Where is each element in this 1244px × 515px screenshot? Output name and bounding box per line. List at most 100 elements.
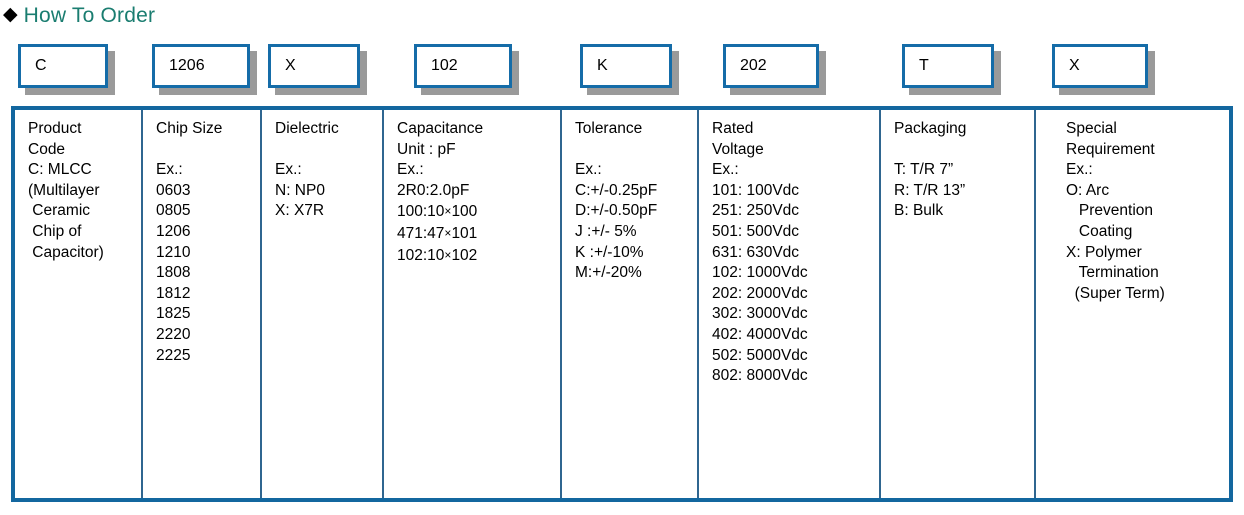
column-line: Ceramic xyxy=(28,202,91,220)
page-title: ◆ How To Order xyxy=(0,0,155,30)
column-heading: Dielectric xyxy=(275,120,339,137)
column-heading: Rated xyxy=(712,120,754,137)
column-heading: Product xyxy=(28,120,82,137)
column-line: Chip of xyxy=(28,222,82,240)
column-line: 1812 xyxy=(156,284,191,302)
column-line: D:+/-0.50pF xyxy=(575,202,658,220)
table-column-capacitance: Capacitance Unit : pF Ex.: 2R0:2.0pF 100:10×… xyxy=(384,110,562,498)
column-line: 502: 5000Vdc xyxy=(712,346,808,364)
column-line: 0603 xyxy=(156,181,191,199)
column-line: Unit : pF xyxy=(397,140,456,158)
column-content: Special Requirement Ex.: O: Arc Prevention … xyxy=(1036,119,1229,304)
column-line: 471:47×101 xyxy=(397,224,478,242)
column-line: Ex.: xyxy=(397,161,424,179)
column-line: (Super Term) xyxy=(1066,284,1165,302)
column-line: J :+/- 5% xyxy=(575,222,637,240)
code-box-label: X xyxy=(1069,57,1080,74)
column-line: 202: 2000Vdc xyxy=(712,284,808,302)
column-line: 102:10×102 xyxy=(397,246,478,264)
column-line: Prevention xyxy=(1066,202,1154,220)
column-line: 302: 3000Vdc xyxy=(712,305,808,323)
code-box-tolerance[interactable]: K xyxy=(580,44,672,88)
column-line: 2225 xyxy=(156,346,191,364)
code-box-label: 1206 xyxy=(169,57,205,74)
column-line: 1206 xyxy=(156,222,191,240)
column-line: 802: 8000Vdc xyxy=(712,367,808,385)
column-line: X: X7R xyxy=(275,202,325,220)
table-column-tolerance: Tolerance Ex.: C:+/-0.25pF D:+/-0.50pF J :+… xyxy=(562,110,699,498)
column-line: 402: 4000Vdc xyxy=(712,325,808,343)
column-line: Ex.: xyxy=(1066,161,1093,179)
column-line: 251: 250Vdc xyxy=(712,202,800,220)
column-line: N: NP0 xyxy=(275,181,325,199)
column-line: T: T/R 7” xyxy=(894,161,954,179)
column-line: 1210 xyxy=(156,243,191,261)
column-heading: Capacitance xyxy=(397,120,484,137)
column-heading: Tolerance xyxy=(575,120,643,137)
code-box-special-requirement[interactable]: X xyxy=(1052,44,1148,88)
column-line: C: MLCC xyxy=(28,161,92,179)
table-column-packaging: Packaging T: T/R 7” R: T/R 13” B: Bulk xyxy=(881,110,1036,498)
how-to-order-table: Product Code C: MLCC (Multilayer Ceramic Ch… xyxy=(11,106,1233,502)
column-line: Termination xyxy=(1066,264,1159,282)
code-box-label: 202 xyxy=(740,57,767,74)
column-content: Product Code C: MLCC (Multilayer Ceramic Ch… xyxy=(15,119,141,263)
page-title-text: How To Order xyxy=(23,3,156,27)
column-content: Rated Voltage Ex.: 101: 100Vdc 251: 250Vdc 50… xyxy=(699,119,879,387)
column-line: B: Bulk xyxy=(894,202,944,220)
column-line: 1808 xyxy=(156,264,191,282)
code-box-label: T xyxy=(919,57,929,74)
code-box-label: K xyxy=(597,57,608,74)
column-line xyxy=(894,140,1030,161)
column-line: 501: 500Vdc xyxy=(712,222,800,240)
column-line: Ex.: xyxy=(712,161,739,179)
column-line: 0805 xyxy=(156,202,191,220)
column-line: 102: 1000Vdc xyxy=(712,264,808,282)
code-box-capacitance[interactable]: 102 xyxy=(414,44,512,88)
code-box-rated-voltage[interactable]: 202 xyxy=(723,44,819,88)
code-box-label: C xyxy=(35,57,47,74)
column-line: O: Arc xyxy=(1066,181,1110,199)
column-line: R: T/R 13” xyxy=(894,181,966,199)
column-line: Ex.: xyxy=(575,161,602,179)
column-line: 100:10×100 xyxy=(397,203,478,221)
column-content: Packaging T: T/R 7” R: T/R 13” B: Bulk xyxy=(881,119,1034,222)
table-column-special-requirement: Special Requirement Ex.: O: Arc Prevention … xyxy=(1036,110,1229,498)
column-line: C:+/-0.25pF xyxy=(575,181,658,199)
column-line xyxy=(575,140,693,161)
table-column-chip-size: Chip Size Ex.: 0603 0805 1206 1210 1808 1812 18… xyxy=(143,110,262,498)
part-number-code-boxes: C 1206 X 102 K 202 T X xyxy=(0,44,1244,100)
column-content: Tolerance Ex.: C:+/-0.25pF D:+/-0.50pF J :+… xyxy=(562,119,697,284)
column-content: Capacitance Unit : pF Ex.: 2R0:2.0pF 100:10×… xyxy=(384,119,560,266)
column-line: Ex.: xyxy=(275,161,302,179)
column-line: Requirement xyxy=(1066,140,1155,158)
column-line: (Multilayer xyxy=(28,181,100,199)
column-content: Dielectric Ex.: N: NP0 X: X7R xyxy=(262,119,382,222)
code-box-dielectric[interactable]: X xyxy=(268,44,360,88)
column-line: Coating xyxy=(1066,222,1133,240)
multiplication-sign: × xyxy=(444,247,452,262)
column-line: Ex.: xyxy=(156,161,183,179)
table-column-rated-voltage: Rated Voltage Ex.: 101: 100Vdc 251: 250Vdc 50… xyxy=(699,110,881,498)
column-line: 2R0:2.0pF xyxy=(397,181,470,199)
column-heading: Packaging xyxy=(894,120,967,137)
code-box-label: X xyxy=(285,57,296,74)
column-line: 2220 xyxy=(156,325,191,343)
column-line: 631: 630Vdc xyxy=(712,243,800,261)
column-line: 1825 xyxy=(156,305,191,323)
multiplication-sign: × xyxy=(444,225,452,240)
code-box-chip-size[interactable]: 1206 xyxy=(152,44,250,88)
column-line: 101: 100Vdc xyxy=(712,181,800,199)
column-line: Code xyxy=(28,140,66,158)
code-box-packaging[interactable]: T xyxy=(902,44,994,88)
code-box-product-code[interactable]: C xyxy=(18,44,108,88)
column-line: Voltage xyxy=(712,140,764,158)
column-line xyxy=(156,140,256,161)
diamond-bullet-icon: ◆ xyxy=(3,4,18,25)
column-line: M:+/-20% xyxy=(575,264,642,282)
code-box-label: 102 xyxy=(431,57,458,74)
multiplication-sign: × xyxy=(444,204,452,219)
column-line: X: Polymer xyxy=(1066,243,1142,261)
column-line xyxy=(275,140,378,161)
table-column-dielectric: Dielectric Ex.: N: NP0 X: X7R xyxy=(262,110,384,498)
